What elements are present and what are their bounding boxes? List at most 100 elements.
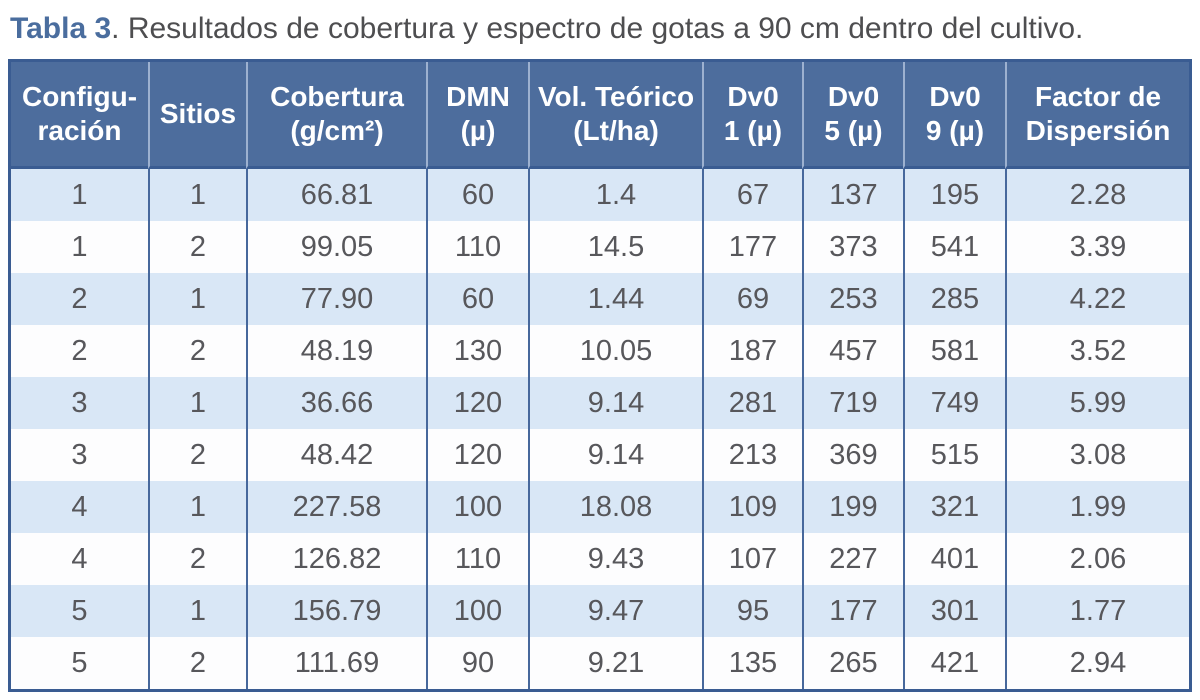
column-header: Dv0 5 (µ) <box>802 62 903 169</box>
column-header: Vol. Teórico (Lt/ha) <box>528 62 702 169</box>
cell: 95 <box>702 585 802 637</box>
cell: 301 <box>903 585 1005 637</box>
cell: 3.08 <box>1005 429 1189 481</box>
column-header: Factor de Dispersión <box>1005 62 1189 169</box>
cell: 90 <box>426 637 528 689</box>
cell: 9.47 <box>528 585 702 637</box>
column-header: Dv0 1 (µ) <box>702 62 802 169</box>
results-table: Configu-ración Sitios Cobertura (g/cm²) DMN(… <box>8 59 1192 692</box>
cell: 2.06 <box>1005 533 1189 585</box>
cell: 1.44 <box>528 273 702 325</box>
cell: 135 <box>702 637 802 689</box>
cell: 48.42 <box>246 429 426 481</box>
cell: 177 <box>802 585 903 637</box>
column-header: Cobertura (g/cm²) <box>246 62 426 169</box>
cell: 227 <box>802 533 903 585</box>
table-row: 1 2 99.05 110 14.5 177 373 541 3.39 <box>11 221 1189 273</box>
table-header: Configu-ración Sitios Cobertura (g/cm²) DMN(… <box>11 62 1189 169</box>
cell: 1 <box>148 585 246 637</box>
cell: 110 <box>426 533 528 585</box>
cell: 2 <box>11 273 148 325</box>
cell: 369 <box>802 429 903 481</box>
cell: 581 <box>903 325 1005 377</box>
cell: 199 <box>802 481 903 533</box>
cell: 120 <box>426 377 528 429</box>
cell: 1 <box>148 169 246 221</box>
cell: 67 <box>702 169 802 221</box>
cell: 99.05 <box>246 221 426 273</box>
cell: 9.14 <box>528 377 702 429</box>
cell: 5.99 <box>1005 377 1189 429</box>
cell: 18.08 <box>528 481 702 533</box>
cell: 213 <box>702 429 802 481</box>
cell: 137 <box>802 169 903 221</box>
cell: 1 <box>148 377 246 429</box>
cell: 281 <box>702 377 802 429</box>
cell: 4 <box>11 481 148 533</box>
table-row: 3 1 36.66 120 9.14 281 719 749 5.99 <box>11 377 1189 429</box>
table-body: 1 1 66.81 60 1.4 67 137 195 2.28 1 2 99.05 110 14.5 17… <box>11 169 1189 689</box>
cell: 60 <box>426 169 528 221</box>
cell: 515 <box>903 429 1005 481</box>
cell: 285 <box>903 273 1005 325</box>
table-row: 4 2 126.82 110 9.43 107 227 401 2.06 <box>11 533 1189 585</box>
cell: 14.5 <box>528 221 702 273</box>
cell: 3 <box>11 429 148 481</box>
cell: 120 <box>426 429 528 481</box>
cell: 187 <box>702 325 802 377</box>
caption-text: . Resultados de cobertura y espectro de … <box>111 12 1084 45</box>
cell: 110 <box>426 221 528 273</box>
cell: 373 <box>802 221 903 273</box>
cell: 107 <box>702 533 802 585</box>
cell: 126.82 <box>246 533 426 585</box>
cell: 111.69 <box>246 637 426 689</box>
table-row: 1 1 66.81 60 1.4 67 137 195 2.28 <box>11 169 1189 221</box>
cell: 749 <box>903 377 1005 429</box>
cell: 1 <box>148 273 246 325</box>
cell: 48.19 <box>246 325 426 377</box>
cell: 195 <box>903 169 1005 221</box>
cell: 5 <box>11 637 148 689</box>
cell: 4 <box>11 533 148 585</box>
cell: 719 <box>802 377 903 429</box>
cell: 109 <box>702 481 802 533</box>
cell: 253 <box>802 273 903 325</box>
cell: 100 <box>426 585 528 637</box>
table-row: 2 1 77.90 60 1.44 69 253 285 4.22 <box>11 273 1189 325</box>
cell: 3 <box>11 377 148 429</box>
table-row: 5 2 111.69 90 9.21 135 265 421 2.94 <box>11 637 1189 689</box>
cell: 1.99 <box>1005 481 1189 533</box>
column-header: DMN (µ) <box>426 62 528 169</box>
cell: 541 <box>903 221 1005 273</box>
cell: 5 <box>11 585 148 637</box>
cell: 77.90 <box>246 273 426 325</box>
table-caption: Tabla 3. Resultados de cobertura y espec… <box>10 12 1192 46</box>
cell: 156.79 <box>246 585 426 637</box>
column-header: Configu-ración <box>11 62 148 169</box>
cell: 2.28 <box>1005 169 1189 221</box>
cell: 3.52 <box>1005 325 1189 377</box>
cell: 2 <box>11 325 148 377</box>
cell: 2 <box>148 325 246 377</box>
cell: 4.22 <box>1005 273 1189 325</box>
cell: 1.4 <box>528 169 702 221</box>
table-row: 5 1 156.79 100 9.47 95 177 301 1.77 <box>11 585 1189 637</box>
header-row: Configu-ración Sitios Cobertura (g/cm²) DMN(… <box>11 62 1189 169</box>
table-row: 2 2 48.19 130 10.05 187 457 581 3.52 <box>11 325 1189 377</box>
cell: 130 <box>426 325 528 377</box>
cell: 2.94 <box>1005 637 1189 689</box>
cell: 1 <box>11 169 148 221</box>
cell: 10.05 <box>528 325 702 377</box>
cell: 9.43 <box>528 533 702 585</box>
cell: 227.58 <box>246 481 426 533</box>
cell: 1.77 <box>1005 585 1189 637</box>
cell: 2 <box>148 533 246 585</box>
cell: 69 <box>702 273 802 325</box>
cell: 9.21 <box>528 637 702 689</box>
cell: 1 <box>148 481 246 533</box>
cell: 457 <box>802 325 903 377</box>
cell: 265 <box>802 637 903 689</box>
cell: 2 <box>148 221 246 273</box>
cell: 401 <box>903 533 1005 585</box>
cell: 421 <box>903 637 1005 689</box>
